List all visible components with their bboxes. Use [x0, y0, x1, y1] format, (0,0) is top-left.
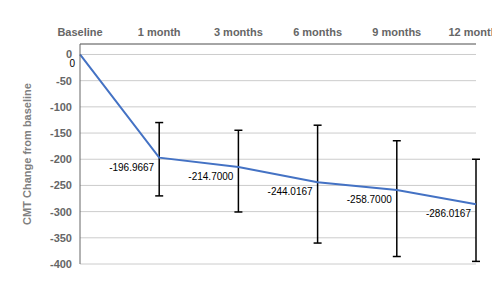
svg-text:-286.0167: -286.0167 [426, 208, 471, 219]
svg-text:9 months: 9 months [372, 26, 421, 38]
svg-text:0: 0 [69, 58, 75, 69]
svg-text:-258.7000: -258.7000 [347, 194, 392, 205]
svg-text:-200: -200 [50, 153, 72, 165]
svg-text:CMT Change from baseline: CMT Change from baseline [21, 83, 33, 225]
svg-text:-244.0167: -244.0167 [268, 186, 313, 197]
svg-text:-50: -50 [56, 75, 72, 87]
svg-text:-300: -300 [50, 206, 72, 218]
svg-text:Baseline: Baseline [57, 26, 102, 38]
svg-text:1 month: 1 month [138, 26, 181, 38]
svg-text:3 months: 3 months [214, 26, 263, 38]
svg-text:-150: -150 [50, 127, 72, 139]
svg-text:-214.7000: -214.7000 [188, 171, 233, 182]
svg-text:-100: -100 [50, 101, 72, 113]
svg-text:6 months: 6 months [293, 26, 342, 38]
svg-text:0: 0 [65, 48, 72, 61]
svg-text:-350: -350 [50, 232, 72, 244]
svg-text:-250: -250 [50, 179, 72, 191]
svg-text:12 months: 12 months [448, 26, 492, 38]
svg-text:-196.9667: -196.9667 [109, 162, 154, 173]
svg-text:-400: -400 [50, 258, 72, 270]
